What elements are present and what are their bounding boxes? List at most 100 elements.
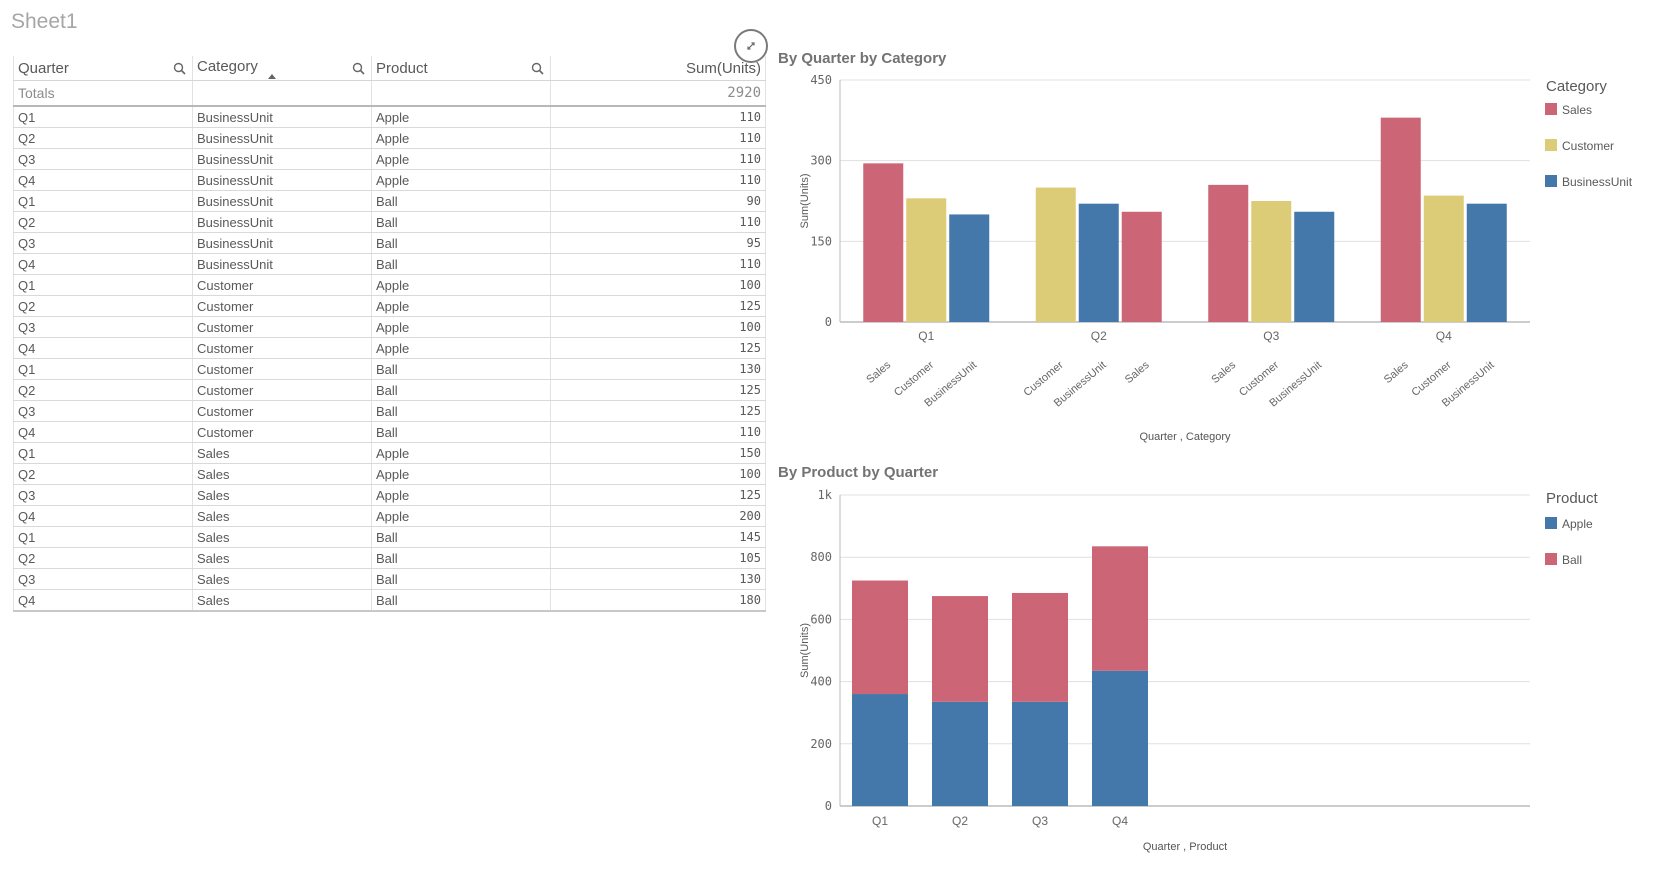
cell-sum-units[interactable]: 110 [550, 253, 766, 275]
cell-product[interactable]: Ball [371, 358, 551, 380]
cell-sum-units[interactable]: 110 [550, 169, 766, 191]
cell-category[interactable]: Customer [192, 295, 372, 317]
cell-quarter[interactable]: Q3 [13, 232, 193, 254]
cell-product[interactable]: Ball [371, 190, 551, 212]
cell-quarter[interactable]: Q2 [13, 211, 193, 233]
table-row[interactable]: Q1 Customer Ball 130 [13, 358, 766, 380]
cell-category[interactable]: Customer [192, 379, 372, 401]
search-icon[interactable] [352, 62, 365, 75]
table-row[interactable]: Q3 Sales Ball 130 [13, 568, 766, 590]
cell-category[interactable]: Sales [192, 463, 372, 485]
cell-category[interactable]: Sales [192, 547, 372, 569]
table-row[interactable]: Q3 BusinessUnit Ball 95 [13, 232, 766, 254]
table-row[interactable]: Q2 Customer Apple 125 [13, 295, 766, 317]
table-row[interactable]: Q3 Customer Ball 125 [13, 400, 766, 422]
cell-category[interactable]: Sales [192, 505, 372, 527]
cell-category[interactable]: Customer [192, 421, 372, 443]
cell-product[interactable]: Apple [371, 316, 551, 338]
table-row[interactable]: Q3 Sales Apple 125 [13, 484, 766, 506]
cell-quarter[interactable]: Q1 [13, 442, 193, 464]
cell-category[interactable]: Customer [192, 274, 372, 296]
cell-sum-units[interactable]: 145 [550, 526, 766, 548]
cell-quarter[interactable]: Q4 [13, 421, 193, 443]
cell-product[interactable]: Apple [371, 295, 551, 317]
cell-quarter[interactable]: Q3 [13, 400, 193, 422]
cell-sum-units[interactable]: 110 [550, 148, 766, 170]
cell-sum-units[interactable]: 105 [550, 547, 766, 569]
cell-category[interactable]: BusinessUnit [192, 253, 372, 275]
cell-quarter[interactable]: Q2 [13, 127, 193, 149]
cell-sum-units[interactable]: 130 [550, 358, 766, 380]
table-row[interactable]: Q4 Customer Apple 125 [13, 337, 766, 359]
cell-category[interactable]: BusinessUnit [192, 127, 372, 149]
table-row[interactable]: Q3 BusinessUnit Apple 110 [13, 148, 766, 170]
cell-quarter[interactable]: Q1 [13, 526, 193, 548]
cell-quarter[interactable]: Q4 [13, 589, 193, 612]
cell-category[interactable]: BusinessUnit [192, 190, 372, 212]
cell-product[interactable]: Ball [371, 211, 551, 233]
cell-product[interactable]: Apple [371, 148, 551, 170]
cell-category[interactable]: Customer [192, 400, 372, 422]
cell-category[interactable]: Customer [192, 337, 372, 359]
cell-quarter[interactable]: Q4 [13, 169, 193, 191]
table-row[interactable]: Q4 Sales Ball 180 [13, 589, 766, 612]
cell-quarter[interactable]: Q1 [13, 106, 193, 128]
cell-product[interactable]: Ball [371, 232, 551, 254]
cell-quarter[interactable]: Q4 [13, 337, 193, 359]
cell-quarter[interactable]: Q3 [13, 148, 193, 170]
cell-sum-units[interactable]: 100 [550, 316, 766, 338]
table-row[interactable]: Q4 Sales Apple 200 [13, 505, 766, 527]
cell-sum-units[interactable]: 90 [550, 190, 766, 212]
cell-sum-units[interactable]: 100 [550, 274, 766, 296]
cell-product[interactable]: Apple [371, 484, 551, 506]
cell-sum-units[interactable]: 110 [550, 127, 766, 149]
cell-product[interactable]: Ball [371, 400, 551, 422]
cell-quarter[interactable]: Q4 [13, 253, 193, 275]
cell-sum-units[interactable]: 100 [550, 463, 766, 485]
table-row[interactable]: Q4 Customer Ball 110 [13, 421, 766, 443]
cell-sum-units[interactable]: 125 [550, 400, 766, 422]
table-row[interactable]: Q2 BusinessUnit Ball 110 [13, 211, 766, 233]
cell-quarter[interactable]: Q2 [13, 295, 193, 317]
cell-quarter[interactable]: Q1 [13, 190, 193, 212]
cell-category[interactable]: BusinessUnit [192, 169, 372, 191]
cell-sum-units[interactable]: 180 [550, 589, 766, 612]
cell-product[interactable]: Ball [371, 568, 551, 590]
cell-quarter[interactable]: Q2 [13, 547, 193, 569]
cell-sum-units[interactable]: 200 [550, 505, 766, 527]
cell-category[interactable]: Sales [192, 589, 372, 612]
table-row[interactable]: Q1 BusinessUnit Apple 110 [13, 106, 766, 128]
cell-sum-units[interactable]: 125 [550, 295, 766, 317]
cell-sum-units[interactable]: 150 [550, 442, 766, 464]
cell-category[interactable]: BusinessUnit [192, 211, 372, 233]
cell-product[interactable]: Apple [371, 337, 551, 359]
cell-product[interactable]: Ball [371, 589, 551, 612]
cell-category[interactable]: Customer [192, 358, 372, 380]
cell-product[interactable]: Apple [371, 169, 551, 191]
cell-category[interactable]: Sales [192, 568, 372, 590]
table-row[interactable]: Q4 BusinessUnit Apple 110 [13, 169, 766, 191]
cell-category[interactable]: Sales [192, 526, 372, 548]
table-row[interactable]: Q2 BusinessUnit Apple 110 [13, 127, 766, 149]
cell-sum-units[interactable]: 125 [550, 337, 766, 359]
cell-category[interactable]: BusinessUnit [192, 232, 372, 254]
cell-quarter[interactable]: Q3 [13, 484, 193, 506]
cell-product[interactable]: Apple [371, 442, 551, 464]
cell-product[interactable]: Ball [371, 379, 551, 401]
table-row[interactable]: Q2 Sales Apple 100 [13, 463, 766, 485]
cell-product[interactable]: Apple [371, 274, 551, 296]
cell-category[interactable]: Customer [192, 316, 372, 338]
cell-sum-units[interactable]: 125 [550, 379, 766, 401]
column-header-product[interactable]: Product [371, 56, 551, 81]
cell-product[interactable]: Apple [371, 463, 551, 485]
cell-product[interactable]: Apple [371, 505, 551, 527]
cell-product[interactable]: Ball [371, 421, 551, 443]
cell-sum-units[interactable]: 130 [550, 568, 766, 590]
cell-sum-units[interactable]: 125 [550, 484, 766, 506]
table-row[interactable]: Q4 BusinessUnit Ball 110 [13, 253, 766, 275]
expand-button[interactable] [734, 29, 768, 63]
table-row[interactable]: Q2 Customer Ball 125 [13, 379, 766, 401]
table-row[interactable]: Q1 Sales Ball 145 [13, 526, 766, 548]
column-header-sum-units[interactable]: Sum(Units) [550, 56, 766, 81]
cell-product[interactable]: Ball [371, 526, 551, 548]
